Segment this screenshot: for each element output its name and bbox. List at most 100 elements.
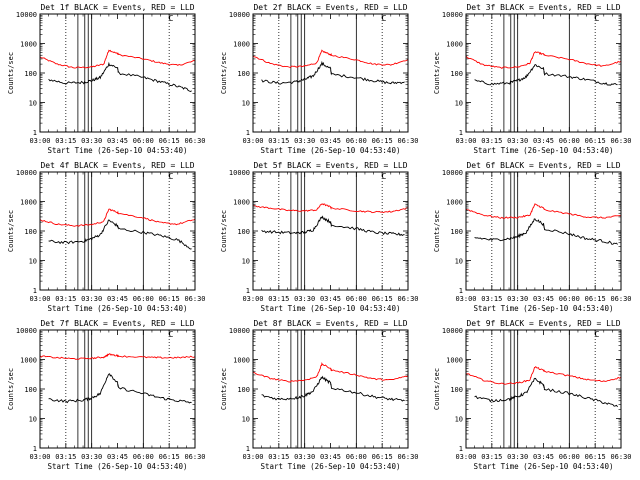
chart-title-mark: C — [382, 14, 387, 23]
chart-panel-9: Det 9f BLACK = Events, RED = LLD C 1 10 100 1… — [433, 319, 632, 471]
y-tick-label: 1000 — [446, 41, 463, 49]
chart-title: Det 8f BLACK = Events, RED = LLD — [253, 319, 407, 328]
chart-title: Det 9f BLACK = Events, RED = LLD — [466, 319, 620, 328]
y-tick-label: 1000 — [20, 357, 37, 365]
x-tick-label: 06:00 — [133, 453, 154, 461]
x-tick-label: 06:15 — [585, 453, 606, 461]
y-tick-label: 10000 — [229, 11, 250, 19]
chart-title: Det 7f BLACK = Events, RED = LLD — [40, 319, 194, 328]
y-tick-label: 100 — [237, 70, 250, 78]
y-tick-label: 1000 — [446, 199, 463, 207]
plot-frame — [39, 329, 196, 449]
plot-frame — [465, 13, 622, 133]
lld-series-line — [39, 208, 196, 227]
y-tick-label: 100 — [24, 228, 37, 236]
x-tick-label: 03:15 — [55, 453, 76, 461]
x-tick-label: 06:30 — [397, 137, 418, 145]
y-tick-label: 1000 — [20, 41, 37, 49]
y-tick-label: 10000 — [229, 327, 250, 335]
chart-panel-7: Det 7f BLACK = Events, RED = LLD C 1 10 100 1… — [7, 319, 206, 471]
y-tick-label: 1000 — [446, 357, 463, 365]
x-tick-label: 03:30 — [294, 137, 315, 145]
chart-panel-1: Det 1f BLACK = Events, RED = LLD C 1 10 100 1… — [7, 3, 206, 155]
y-tick-label: 1 — [246, 287, 250, 295]
events-series-line — [261, 60, 405, 85]
x-tick-label: 03:00 — [242, 453, 263, 461]
y-tick-label: 10 — [242, 258, 250, 266]
x-tick-label: 06:30 — [184, 295, 205, 303]
chart-title: Det 2f BLACK = Events, RED = LLD — [253, 3, 407, 12]
y-tick-label: 100 — [450, 386, 463, 394]
x-tick-label: 06:15 — [159, 137, 180, 145]
y-tick-label: 1000 — [233, 199, 250, 207]
y-tick-label: 10000 — [229, 169, 250, 177]
y-tick-label: 10000 — [442, 11, 463, 19]
x-tick-label: 03:30 — [294, 453, 315, 461]
events-series-line — [474, 218, 618, 245]
x-tick-label: 06:00 — [346, 137, 367, 145]
x-tick-label: 03:00 — [29, 137, 50, 145]
x-tick-label: 03:15 — [481, 453, 502, 461]
x-tick-label: 03:45 — [533, 453, 554, 461]
x-tick-label: 03:45 — [320, 453, 341, 461]
y-tick-label: 10000 — [16, 11, 37, 19]
y-tick-label: 10 — [29, 416, 37, 424]
x-tick-label: 03:30 — [507, 137, 528, 145]
y-tick-label: 1 — [459, 445, 463, 453]
x-tick-label: 06:30 — [610, 295, 631, 303]
y-tick-label: 10000 — [442, 327, 463, 335]
y-axis-label: Counts/sec — [220, 368, 228, 410]
y-tick-label: 10 — [242, 100, 250, 108]
y-tick-label: 1 — [459, 129, 463, 137]
x-axis-label: Start Time (26-Sep-10 04:53:40) — [474, 304, 614, 313]
chart-title: Det 1f BLACK = Events, RED = LLD — [40, 3, 194, 12]
lld-series-line — [465, 203, 622, 219]
y-tick-label: 10 — [455, 416, 463, 424]
x-tick-label: 06:00 — [346, 453, 367, 461]
chart-title-mark: C — [169, 330, 174, 339]
events-series-line — [48, 373, 192, 404]
x-tick-label: 06:00 — [346, 295, 367, 303]
events-series-line — [474, 377, 618, 408]
y-axis-label: Counts/sec — [7, 368, 15, 410]
events-series-line — [261, 215, 405, 237]
x-tick-label: 06:15 — [372, 453, 393, 461]
y-tick-label: 10 — [242, 416, 250, 424]
x-tick-label: 03:45 — [320, 137, 341, 145]
chart-title-mark: C — [382, 172, 387, 181]
plot-frame — [39, 13, 196, 133]
x-tick-label: 03:30 — [81, 295, 102, 303]
chart-title-mark: C — [595, 330, 600, 339]
lld-series-line — [465, 366, 622, 385]
x-axis-label: Start Time (26-Sep-10 04:53:40) — [48, 304, 188, 313]
y-axis-label: Counts/sec — [433, 210, 441, 252]
x-tick-label: 06:30 — [610, 453, 631, 461]
x-tick-label: 03:45 — [320, 295, 341, 303]
x-tick-label: 06:15 — [159, 453, 180, 461]
x-tick-label: 06:30 — [397, 295, 418, 303]
y-tick-label: 100 — [237, 386, 250, 394]
lld-series-line — [39, 49, 196, 69]
plot-frame — [39, 171, 196, 291]
chart-title-mark: C — [169, 172, 174, 181]
y-tick-label: 10000 — [16, 327, 37, 335]
x-axis-label: Start Time (26-Sep-10 04:53:40) — [261, 146, 401, 155]
chart-panel-8: Det 8f BLACK = Events, RED = LLD C 1 10 100 1… — [220, 319, 419, 471]
y-tick-label: 100 — [24, 70, 37, 78]
x-tick-label: 03:00 — [242, 137, 263, 145]
x-tick-label: 03:00 — [29, 453, 50, 461]
y-axis-label: Counts/sec — [433, 368, 441, 410]
chart-title: Det 5f BLACK = Events, RED = LLD — [253, 161, 407, 170]
x-tick-label: 03:15 — [268, 137, 289, 145]
x-tick-label: 03:45 — [533, 137, 554, 145]
x-tick-label: 06:00 — [559, 453, 580, 461]
x-tick-label: 06:00 — [133, 295, 154, 303]
lld-series-line — [39, 353, 196, 360]
chart-title-mark: C — [595, 172, 600, 181]
events-series-line — [48, 219, 192, 250]
chart-panel-5: Det 5f BLACK = Events, RED = LLD C 1 10 100 1… — [220, 161, 419, 313]
x-axis-label: Start Time (26-Sep-10 04:53:40) — [48, 146, 188, 155]
x-tick-label: 03:00 — [455, 137, 476, 145]
x-tick-label: 06:15 — [372, 137, 393, 145]
x-tick-label: 03:15 — [481, 295, 502, 303]
